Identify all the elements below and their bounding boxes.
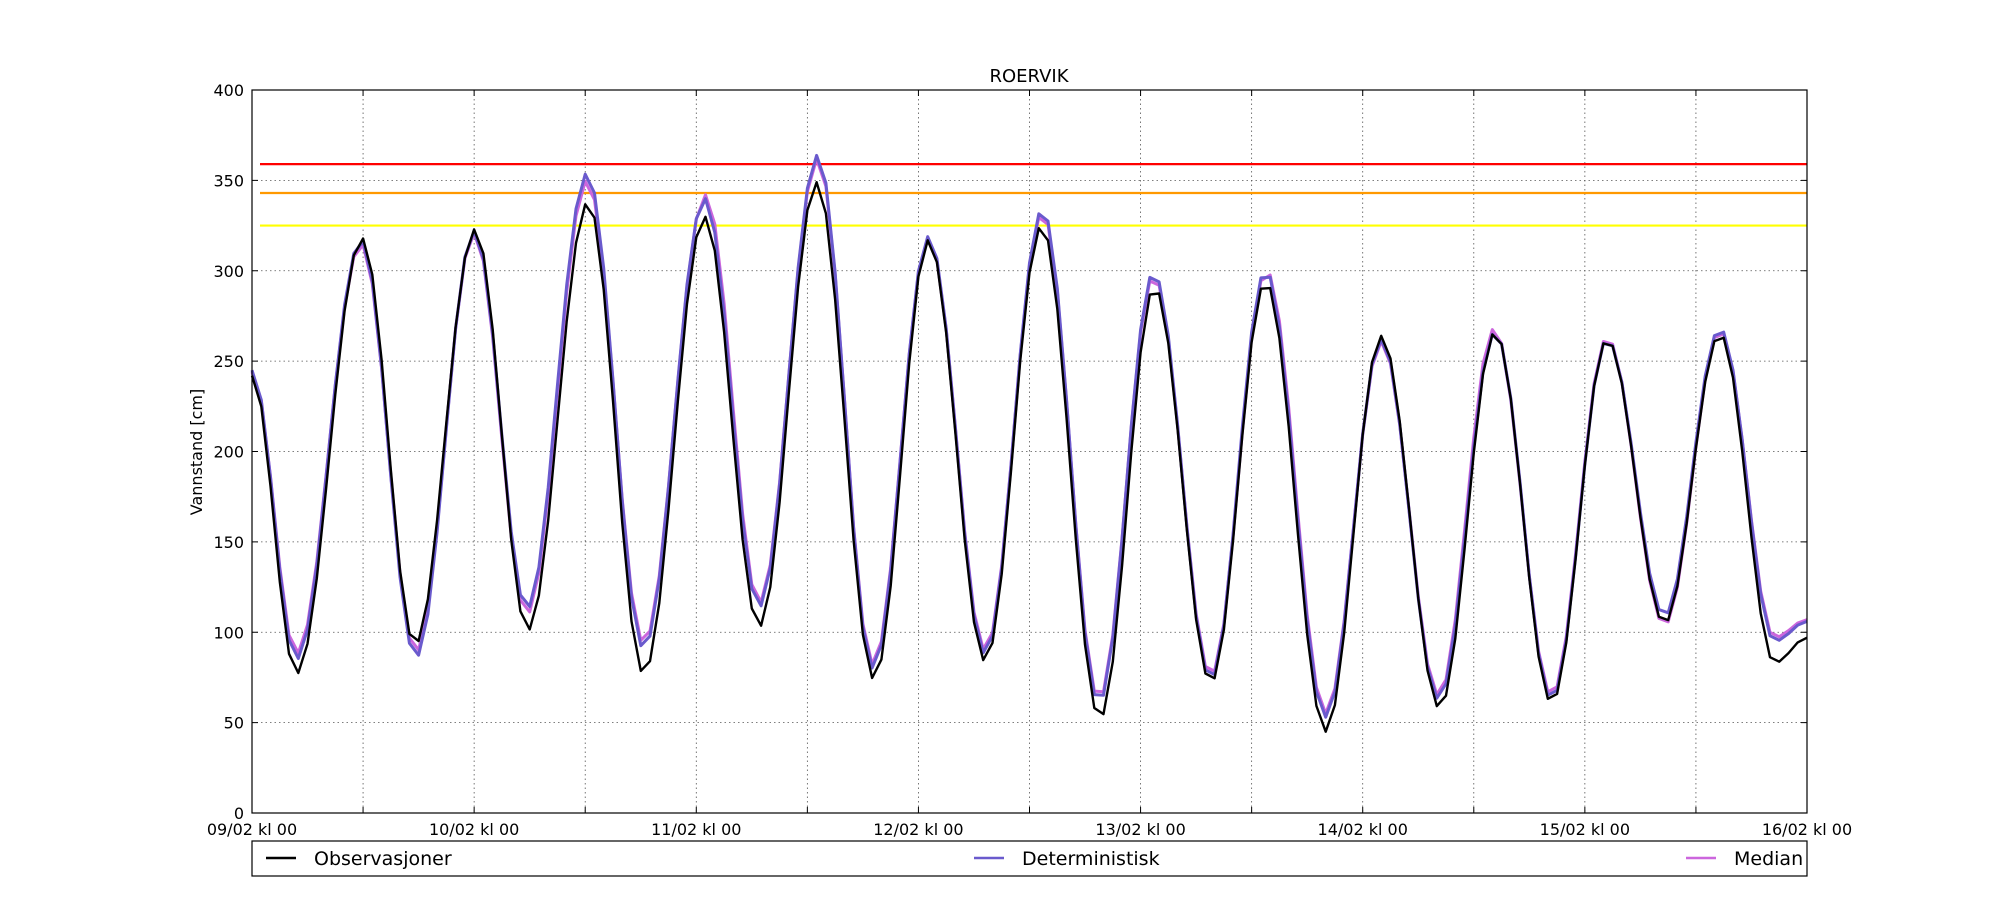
legend-label-median: Median <box>1734 848 1803 870</box>
chart-title: ROERVIK <box>990 66 1070 87</box>
x-tick-label: 11/02 kl 00 <box>651 820 741 839</box>
x-tick-label: 16/02 kl 00 <box>1762 820 1852 839</box>
x-tick-label: 15/02 kl 00 <box>1540 820 1630 839</box>
series-lines <box>250 153 1808 733</box>
y-tick-label: 200 <box>213 443 244 462</box>
y-tick-label: 350 <box>213 171 244 190</box>
y-tick-label: 0 <box>234 804 244 823</box>
y-tick-label: 100 <box>213 623 244 642</box>
x-tick-label: 12/02 kl 00 <box>873 820 963 839</box>
y-tick-label: 150 <box>213 533 244 552</box>
axis-ticks: 0 50 100 150 200 250 300 350 400 09/02 kl 00 10/02… <box>207 81 1852 839</box>
y-tick-label: 50 <box>224 714 244 733</box>
legend-frame <box>251 840 1808 877</box>
y-tick-label: 400 <box>213 81 244 100</box>
x-tick-label: 13/02 kl 00 <box>1095 820 1185 839</box>
x-tick-label: 10/02 kl 00 <box>429 820 519 839</box>
legend: Observasjoner Deterministisk Median <box>251 840 1808 877</box>
x-tick-label: 14/02 kl 00 <box>1318 820 1408 839</box>
x-tick-label: 09/02 kl 00 <box>207 820 297 839</box>
y-tick-label: 250 <box>213 352 244 371</box>
legend-label-observasjoner: Observasjoner <box>314 848 452 870</box>
y-tick-label: 300 <box>213 262 244 281</box>
legend-label-deterministisk: Deterministisk <box>1022 848 1160 870</box>
series-line-observasjoner <box>250 181 1808 733</box>
y-axis-label: Vannstand [cm] <box>187 389 206 515</box>
threshold-lines <box>260 163 1807 227</box>
